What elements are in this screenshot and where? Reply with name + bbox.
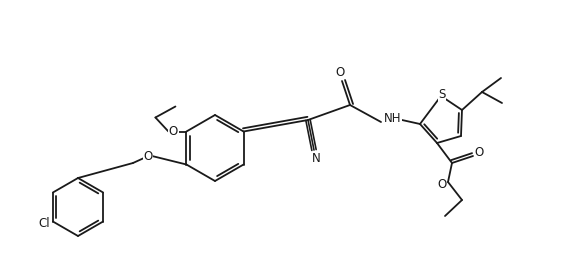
- Text: Cl: Cl: [38, 217, 50, 230]
- Text: N: N: [312, 153, 320, 165]
- Text: NH: NH: [384, 112, 402, 124]
- Text: O: O: [143, 150, 153, 164]
- Text: O: O: [474, 147, 483, 159]
- Text: S: S: [438, 89, 446, 101]
- Text: O: O: [335, 65, 345, 78]
- Text: O: O: [169, 125, 178, 138]
- Text: O: O: [437, 178, 446, 192]
